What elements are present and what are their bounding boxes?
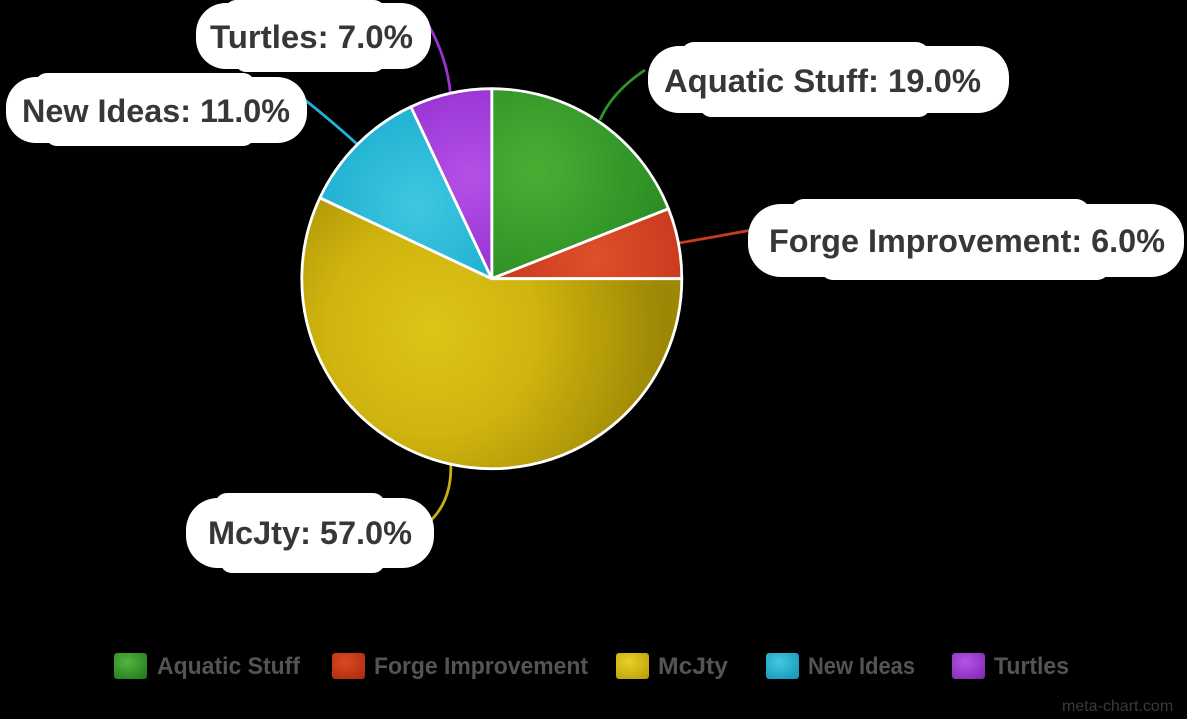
svg-text:Turtles: 7.0%: Turtles: 7.0% xyxy=(210,19,413,55)
svg-text:Aquatic Stuff: Aquatic Stuff xyxy=(157,653,301,680)
svg-text:New Ideas: New Ideas xyxy=(808,653,915,680)
svg-text:New Ideas: 11.0%: New Ideas: 11.0% xyxy=(22,93,290,129)
svg-text:Forge Improvement: Forge Improvement xyxy=(374,653,588,680)
svg-text:McJty: 57.0%: McJty: 57.0% xyxy=(208,515,412,551)
svg-text:Turtles: Turtles xyxy=(994,653,1069,680)
svg-text:Aquatic Stuff: 19.0%: Aquatic Stuff: 19.0% xyxy=(664,63,981,99)
svg-text:McJty: McJty xyxy=(658,653,729,680)
svg-text:meta-chart.com: meta-chart.com xyxy=(1062,698,1173,714)
svg-text:Forge Improvement: 6.0%: Forge Improvement: 6.0% xyxy=(769,223,1165,259)
